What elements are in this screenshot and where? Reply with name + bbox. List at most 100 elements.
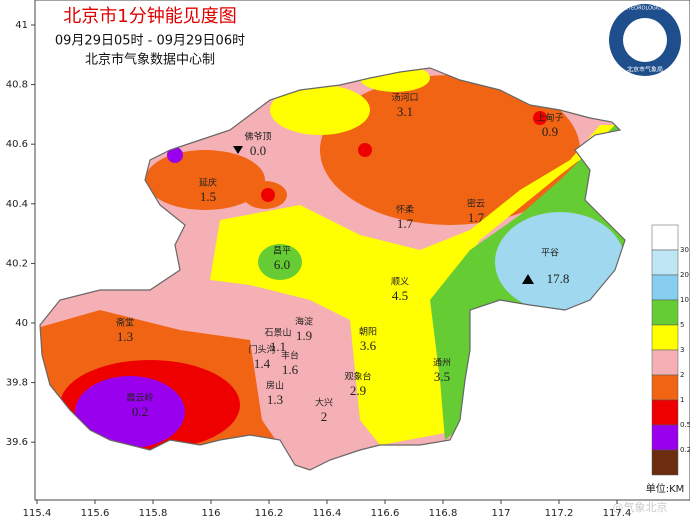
logo-text: 北京市气象局 bbox=[627, 66, 663, 74]
legend-swatch bbox=[651, 249, 679, 276]
y-tick-label: 40.8 bbox=[6, 80, 28, 91]
region-purple bbox=[167, 147, 183, 163]
station-value: 17.8 bbox=[547, 271, 570, 286]
y-tick-label: 39.8 bbox=[6, 378, 28, 389]
station-name: 上甸子 bbox=[536, 112, 563, 124]
station-value: 1.6 bbox=[282, 362, 299, 377]
x-tick-label: 116.2 bbox=[255, 508, 284, 519]
logo-inner bbox=[623, 18, 667, 62]
station-name: 海淀 bbox=[295, 316, 313, 328]
station-value: 1.7 bbox=[468, 210, 485, 225]
station-value: 3.6 bbox=[360, 338, 377, 353]
station-value: 1.1 bbox=[270, 339, 286, 354]
station-name: 霞云岭 bbox=[126, 392, 153, 404]
legend-unit: 单位:KM bbox=[646, 482, 685, 495]
station-name: 丰台 bbox=[281, 350, 299, 362]
y-tick-label: 40.2 bbox=[6, 258, 28, 269]
station-value: 1.4 bbox=[254, 356, 271, 371]
y-tick-label: 39.6 bbox=[6, 437, 28, 448]
region-blue bbox=[495, 212, 625, 312]
y-tick-label: 41 bbox=[15, 20, 28, 31]
x-tick-label: 116.4 bbox=[313, 508, 342, 519]
station-name: 昌平 bbox=[273, 246, 291, 257]
producer: 北京市气象数据中心制 bbox=[85, 52, 215, 68]
x-tick-label: 116 bbox=[201, 508, 220, 519]
legend-swatch bbox=[651, 274, 679, 301]
logo: BEIJING METEOROLOGICAL SERVICE 北京市气象局 bbox=[600, 4, 690, 76]
x-tick-label: 117.4 bbox=[603, 508, 632, 519]
y-tick-label: 40.6 bbox=[6, 139, 28, 150]
region-orange bbox=[145, 150, 265, 210]
watermark: @气象北京 bbox=[613, 500, 668, 514]
station-name: 怀柔 bbox=[396, 204, 414, 216]
legend-label: 2 bbox=[680, 371, 684, 379]
region-red bbox=[533, 111, 547, 125]
region-red bbox=[358, 143, 372, 157]
legend-swatch bbox=[651, 224, 679, 251]
legend-label: 20 bbox=[680, 271, 689, 279]
legend-label: 5 bbox=[680, 321, 684, 329]
station-name: 汤河口 bbox=[391, 92, 418, 104]
y-tick-label: 40 bbox=[15, 318, 28, 329]
legend-swatch bbox=[651, 399, 679, 426]
legend-label: 3 bbox=[680, 346, 684, 354]
station-name: 斋堂 bbox=[116, 317, 134, 329]
station-value: 3.5 bbox=[434, 369, 450, 384]
station-name: 房山 bbox=[266, 380, 284, 392]
min-marker bbox=[233, 146, 243, 154]
station-value: 1.9 bbox=[296, 328, 312, 343]
legend-swatch bbox=[651, 424, 679, 451]
station-value: 2 bbox=[321, 409, 328, 424]
legend-label: 0.2 bbox=[680, 446, 690, 454]
region-orange bbox=[320, 75, 580, 225]
x-tick-label: 117.2 bbox=[545, 508, 574, 519]
station-name: 大兴 bbox=[315, 397, 333, 409]
station-value: 1.3 bbox=[267, 392, 283, 407]
station-name: 密云 bbox=[467, 198, 485, 210]
legend-swatch bbox=[651, 324, 679, 351]
legend-label: 10 bbox=[680, 296, 689, 304]
x-tick-label: 117 bbox=[491, 508, 510, 519]
station-name: 石景山 bbox=[264, 328, 291, 339]
station-value: 0.0 bbox=[250, 143, 266, 158]
station-value: 0.2 bbox=[132, 404, 148, 419]
x-tick-label: 116.8 bbox=[429, 508, 458, 519]
station-value: 0.9 bbox=[542, 124, 558, 139]
station-value: 4.5 bbox=[392, 288, 408, 303]
station-value: 1.3 bbox=[117, 329, 133, 344]
station-name: 顺义 bbox=[391, 277, 409, 288]
time-range: 09月29日05时 - 09月29日06时 bbox=[55, 34, 245, 49]
station-value: 1.7 bbox=[397, 216, 414, 231]
station-name: 平谷 bbox=[541, 248, 559, 259]
station-value: 3.1 bbox=[397, 104, 413, 119]
x-tick-label: 115.6 bbox=[81, 508, 110, 519]
legend-swatch bbox=[651, 449, 679, 476]
logo-text: BEIJING METEOROLOGICAL SERVICE bbox=[600, 6, 690, 12]
max-marker bbox=[522, 274, 534, 284]
legend-swatch bbox=[651, 349, 679, 376]
region-green bbox=[258, 244, 302, 280]
station-value: 1.5 bbox=[200, 189, 216, 204]
y-tick-label: 40.4 bbox=[6, 199, 28, 210]
x-tick-label: 115.4 bbox=[23, 508, 52, 519]
region-purple bbox=[75, 376, 185, 448]
station-name: 通州 bbox=[433, 358, 451, 369]
region-red bbox=[261, 188, 275, 202]
region-yellow bbox=[210, 125, 625, 445]
x-tick-label: 116.6 bbox=[371, 508, 400, 519]
region-yellow bbox=[270, 85, 370, 135]
legend-label: 1 bbox=[680, 396, 684, 404]
title: 北京市1分钟能见度图 bbox=[63, 6, 236, 27]
station-value: 2.9 bbox=[350, 383, 366, 398]
station-name: 门头沟 bbox=[248, 344, 275, 356]
legend-label: 0.5 bbox=[680, 421, 690, 429]
station-name: 佛爷顶 bbox=[244, 131, 271, 143]
station-name: 延庆 bbox=[199, 177, 217, 189]
station-value: 6.0 bbox=[274, 257, 290, 272]
x-tick-label: 115.8 bbox=[139, 508, 168, 519]
legend-swatch bbox=[651, 374, 679, 401]
legend-swatch bbox=[651, 299, 679, 326]
station-name: 观象台 bbox=[344, 371, 371, 383]
station-name: 朝阳 bbox=[359, 327, 377, 338]
